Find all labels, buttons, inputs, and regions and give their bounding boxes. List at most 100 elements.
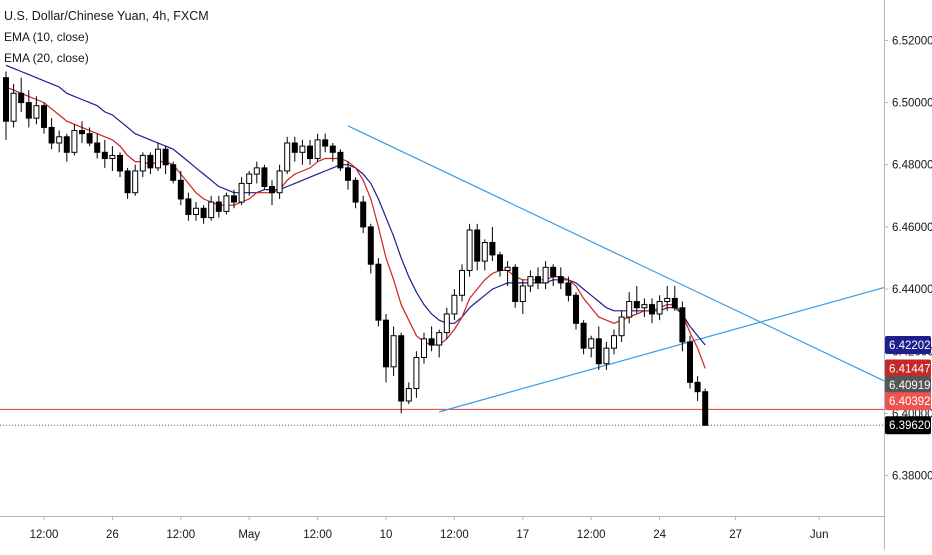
- candle-down: [215, 201, 222, 212]
- symbol-title: U.S. Dollar/Chinese Yuan, 4h, FXCM: [4, 9, 209, 23]
- candle-up: [276, 170, 283, 194]
- candle-up: [246, 173, 253, 184]
- candle-down: [41, 105, 47, 128]
- time-tick-label: May: [238, 529, 260, 541]
- candle-down: [322, 139, 329, 147]
- candle-down: [86, 133, 93, 144]
- price-label-badge: [885, 392, 931, 411]
- candle-down: [79, 130, 85, 135]
- candle-up: [504, 266, 511, 271]
- candle-up: [71, 130, 78, 153]
- candle-down: [497, 254, 503, 271]
- time-tick-label: Jun: [810, 529, 829, 541]
- candle-down: [185, 198, 192, 215]
- candle-up: [132, 170, 139, 194]
- candle-down: [25, 102, 32, 119]
- candle-up: [56, 136, 63, 144]
- ema20-legend[interactable]: EMA (20, close): [4, 51, 89, 65]
- candle-down: [231, 195, 237, 203]
- candle-up: [664, 297, 671, 303]
- candle-up: [405, 388, 412, 402]
- candle-up: [459, 269, 465, 296]
- candle-up: [155, 148, 161, 169]
- candle-up: [390, 335, 397, 368]
- candle-down: [649, 304, 655, 315]
- candle-down: [595, 338, 602, 365]
- price-label-text: 6.42202: [889, 340, 931, 352]
- price-tick-label: 6.44000: [892, 284, 932, 296]
- chart-legend: U.S. Dollar/Chinese Yuan, 4h, FXCM EMA (…: [4, 6, 209, 69]
- candle-up: [641, 304, 648, 309]
- time-tick-label: 12:00: [303, 529, 332, 541]
- time-tick-label: 12:00: [440, 529, 469, 541]
- candle-down: [671, 297, 678, 309]
- price-tick-label: 6.38000: [892, 471, 932, 483]
- candle-down: [702, 391, 709, 426]
- candle-down: [694, 381, 701, 393]
- candle-down: [352, 179, 359, 203]
- candle-up: [139, 154, 146, 172]
- candle-down: [101, 151, 108, 160]
- candle-up: [481, 241, 488, 262]
- price-label-badge: [885, 335, 931, 354]
- candle-down: [383, 319, 389, 368]
- candle-down: [398, 335, 405, 402]
- candle-up: [10, 92, 17, 122]
- candle-down: [428, 338, 435, 346]
- candle-up: [223, 195, 230, 212]
- candle-down: [535, 276, 541, 284]
- candle-down: [573, 294, 579, 324]
- price-tick-label: 6.46000: [892, 222, 932, 234]
- price-label-badge: [885, 375, 931, 394]
- candle-down: [633, 301, 640, 309]
- candle-down: [550, 266, 557, 278]
- candle-down: [124, 170, 131, 194]
- descending-trendline: [347, 125, 885, 382]
- candle-down: [345, 167, 351, 181]
- candle-up: [611, 335, 617, 349]
- candle-up: [618, 316, 625, 337]
- candle-down: [63, 136, 70, 153]
- price-tick-label: 6.52000: [892, 35, 932, 47]
- candle-down: [329, 145, 336, 153]
- candle-down: [580, 322, 587, 349]
- price-label-badge: [885, 416, 931, 435]
- candle-up: [519, 285, 526, 303]
- time-tick-label: 10: [380, 529, 393, 541]
- candle-down: [474, 229, 481, 262]
- candle-down: [261, 167, 268, 188]
- time-tick-label: 24: [653, 529, 666, 541]
- price-tick-label: 6.48000: [892, 160, 932, 172]
- candle-up: [542, 266, 549, 284]
- ema10-legend[interactable]: EMA (10, close): [4, 30, 89, 44]
- candle-down: [200, 207, 207, 219]
- candle-up: [603, 347, 610, 365]
- candle-up: [299, 145, 306, 153]
- candles-group: [3, 71, 709, 426]
- time-tick-label: 26: [106, 529, 119, 541]
- candle-down: [170, 164, 177, 181]
- price-tick-label: 6.50000: [892, 98, 932, 110]
- candle-up: [626, 301, 633, 318]
- candle-up: [314, 139, 321, 160]
- candle-down: [48, 126, 55, 144]
- price-label-text: 6.40392: [889, 396, 931, 408]
- candle-down: [360, 201, 367, 228]
- ascending-trendline: [439, 286, 885, 413]
- price-label-badge: [885, 359, 931, 378]
- candle-up: [253, 167, 260, 175]
- candle-down: [94, 142, 101, 153]
- candle-up: [436, 332, 443, 346]
- candle-down: [679, 307, 686, 343]
- candle-up: [208, 201, 215, 219]
- candle-down: [162, 148, 169, 166]
- candle-up: [109, 154, 116, 160]
- candle-down: [18, 92, 25, 104]
- candle-down: [3, 77, 9, 122]
- candle-up: [443, 313, 450, 334]
- time-tick-label: 17: [516, 529, 529, 541]
- candle-down: [269, 186, 275, 194]
- candle-up: [413, 356, 420, 390]
